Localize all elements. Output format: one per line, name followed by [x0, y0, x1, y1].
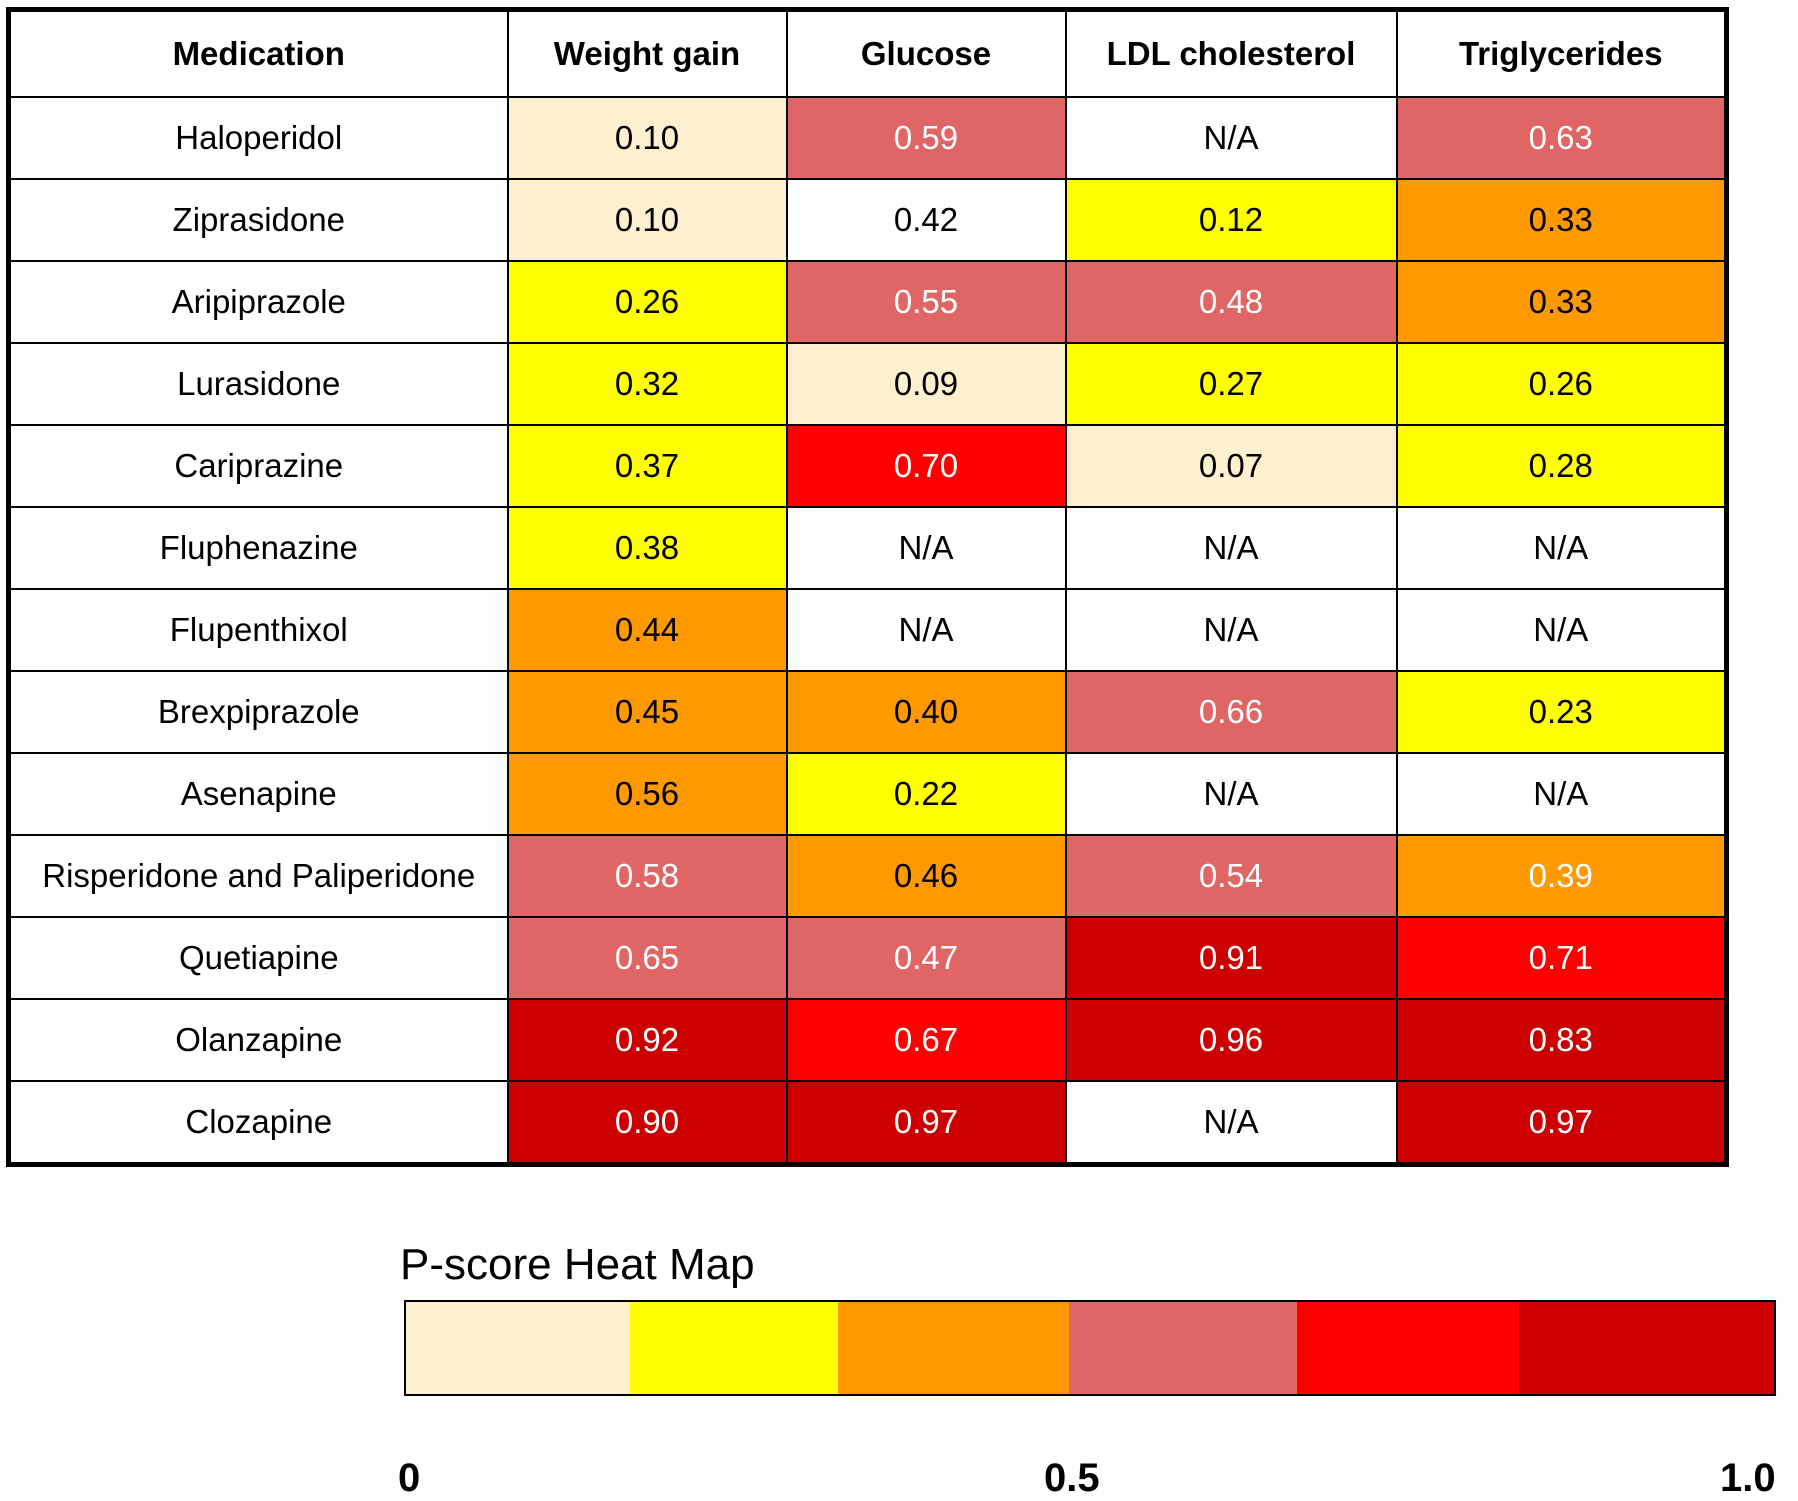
- heat-cell-weight-gain: 0.10: [506, 96, 788, 180]
- table-row: Cariprazine 0.37 0.70 0.07 0.28: [7, 424, 1728, 508]
- heat-cell-triglycerides: 0.26: [1395, 342, 1728, 426]
- heat-cell-ldl-cholesterol: N/A: [1064, 96, 1398, 180]
- medication-name: Risperidone and Paliperidone: [7, 834, 509, 918]
- heat-cell-ldl-cholesterol: 0.96: [1064, 998, 1398, 1082]
- table-row: Ziprasidone 0.10 0.42 0.12 0.33: [7, 178, 1728, 262]
- heat-cell-glucose: N/A: [785, 506, 1067, 590]
- heat-cell-glucose: 0.55: [785, 260, 1067, 344]
- heat-cell-weight-gain: 0.26: [506, 260, 788, 344]
- heat-cell-ldl-cholesterol: N/A: [1064, 588, 1398, 672]
- heat-cell-glucose: 0.59: [785, 96, 1067, 180]
- heat-cell-glucose: 0.70: [785, 424, 1067, 508]
- column-header-medication: Medication: [7, 8, 509, 98]
- table-row: Flupenthixol 0.44 N/A N/A N/A: [7, 588, 1728, 672]
- heat-cell-ldl-cholesterol: N/A: [1064, 752, 1398, 836]
- heat-cell-weight-gain: 0.37: [506, 424, 788, 508]
- legend-color-segment: [838, 1302, 1069, 1394]
- heat-cell-ldl-cholesterol: 0.07: [1064, 424, 1398, 508]
- header-row: Medication Weight gain Glucose LDL chole…: [7, 8, 1728, 98]
- medication-name: Flupenthixol: [7, 588, 509, 672]
- heat-cell-triglycerides: 0.28: [1395, 424, 1728, 508]
- table-row: Asenapine 0.56 0.22 N/A N/A: [7, 752, 1728, 836]
- heat-cell-weight-gain: 0.56: [506, 752, 788, 836]
- column-header-weight-gain: Weight gain: [506, 8, 788, 98]
- legend-tick-max: 1.0: [1720, 1456, 1776, 1500]
- heat-cell-triglycerides: 0.39: [1395, 834, 1728, 918]
- legend-color-segment: [629, 1302, 839, 1394]
- table-row: Lurasidone 0.32 0.09 0.27 0.26: [7, 342, 1728, 426]
- medication-name: Clozapine: [7, 1080, 509, 1166]
- heat-cell-glucose: N/A: [785, 588, 1067, 672]
- heat-cell-weight-gain: 0.92: [506, 998, 788, 1082]
- heat-cell-triglycerides: N/A: [1395, 506, 1728, 590]
- heat-cell-ldl-cholesterol: 0.12: [1064, 178, 1398, 262]
- heat-cell-weight-gain: 0.44: [506, 588, 788, 672]
- heat-cell-triglycerides: 0.23: [1395, 670, 1728, 754]
- heat-cell-glucose: 0.97: [785, 1080, 1067, 1166]
- table-row: Quetiapine 0.65 0.47 0.91 0.71: [7, 916, 1728, 1000]
- heat-cell-glucose: 0.40: [785, 670, 1067, 754]
- medication-name: Aripiprazole: [7, 260, 509, 344]
- medication-name: Ziprasidone: [7, 178, 509, 262]
- heat-cell-glucose: 0.47: [785, 916, 1067, 1000]
- heat-cell-ldl-cholesterol: 0.27: [1064, 342, 1398, 426]
- legend-color-segment: [1068, 1302, 1297, 1394]
- heat-cell-triglycerides: N/A: [1395, 588, 1728, 672]
- legend-color-segment: [406, 1302, 630, 1394]
- table-row: Fluphenazine 0.38 N/A N/A N/A: [7, 506, 1728, 590]
- heat-cell-triglycerides: 0.71: [1395, 916, 1728, 1000]
- heatmap-body: Haloperidol 0.10 0.59 N/A 0.63 Ziprasidone 0.1…: [7, 96, 1728, 1166]
- heat-cell-triglycerides: N/A: [1395, 752, 1728, 836]
- heat-cell-triglycerides: 0.33: [1395, 260, 1728, 344]
- heat-cell-weight-gain: 0.45: [506, 670, 788, 754]
- heat-cell-glucose: 0.46: [785, 834, 1067, 918]
- heat-cell-weight-gain: 0.90: [506, 1080, 788, 1166]
- heat-cell-ldl-cholesterol: 0.66: [1064, 670, 1398, 754]
- table-row: Aripiprazole 0.26 0.55 0.48 0.33: [7, 260, 1728, 344]
- table-row: Brexpiprazole 0.45 0.40 0.66 0.23: [7, 670, 1728, 754]
- heat-cell-weight-gain: 0.58: [506, 834, 788, 918]
- heat-cell-ldl-cholesterol: 0.91: [1064, 916, 1398, 1000]
- medication-name: Lurasidone: [7, 342, 509, 426]
- table-row: Haloperidol 0.10 0.59 N/A 0.63: [7, 96, 1728, 180]
- legend-color-segment: [1296, 1302, 1520, 1394]
- column-header-ldl-cholesterol: LDL cholesterol: [1064, 8, 1398, 98]
- legend-tick-mid: 0.5: [1044, 1456, 1100, 1500]
- medication-name: Fluphenazine: [7, 506, 509, 590]
- heat-cell-ldl-cholesterol: N/A: [1064, 506, 1398, 590]
- heat-cell-weight-gain: 0.38: [506, 506, 788, 590]
- legend-color-segment: [1519, 1302, 1774, 1394]
- heat-cell-triglycerides: 0.97: [1395, 1080, 1728, 1166]
- heat-cell-weight-gain: 0.10: [506, 178, 788, 262]
- heat-cell-glucose: 0.42: [785, 178, 1067, 262]
- medication-name: Olanzapine: [7, 998, 509, 1082]
- heat-cell-glucose: 0.22: [785, 752, 1067, 836]
- heat-cell-weight-gain: 0.32: [506, 342, 788, 426]
- column-header-glucose: Glucose: [785, 8, 1067, 98]
- heat-cell-glucose: 0.09: [785, 342, 1067, 426]
- legend-tick-min: 0: [398, 1456, 421, 1500]
- medication-name: Brexpiprazole: [7, 670, 509, 754]
- medication-name: Haloperidol: [7, 96, 509, 180]
- table-row: Risperidone and Paliperidone 0.58 0.46 0.54…: [7, 834, 1728, 918]
- legend-color-bar: [404, 1300, 1776, 1396]
- table-row: Clozapine 0.90 0.97 N/A 0.97: [7, 1080, 1728, 1166]
- medication-name: Cariprazine: [7, 424, 509, 508]
- heat-cell-triglycerides: 0.63: [1395, 96, 1728, 180]
- heatmap-table: Medication Weight gain Glucose LDL chole…: [6, 7, 1729, 1167]
- heat-cell-glucose: 0.67: [785, 998, 1067, 1082]
- medication-name: Asenapine: [7, 752, 509, 836]
- column-header-triglycerides: Triglycerides: [1395, 8, 1728, 98]
- table-row: Olanzapine 0.92 0.67 0.96 0.83: [7, 998, 1728, 1082]
- heat-cell-triglycerides: 0.83: [1395, 998, 1728, 1082]
- heat-cell-triglycerides: 0.33: [1395, 178, 1728, 262]
- heat-cell-ldl-cholesterol: 0.54: [1064, 834, 1398, 918]
- legend-title: P-score Heat Map: [400, 1240, 755, 1289]
- heat-cell-weight-gain: 0.65: [506, 916, 788, 1000]
- heat-cell-ldl-cholesterol: 0.48: [1064, 260, 1398, 344]
- heat-cell-ldl-cholesterol: N/A: [1064, 1080, 1398, 1166]
- medication-name: Quetiapine: [7, 916, 509, 1000]
